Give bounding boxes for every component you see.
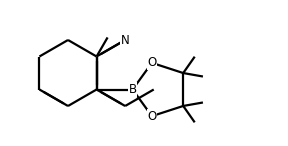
Text: O: O (147, 56, 157, 69)
Text: N: N (121, 33, 130, 46)
Text: O: O (147, 110, 157, 123)
Text: B: B (128, 83, 137, 96)
